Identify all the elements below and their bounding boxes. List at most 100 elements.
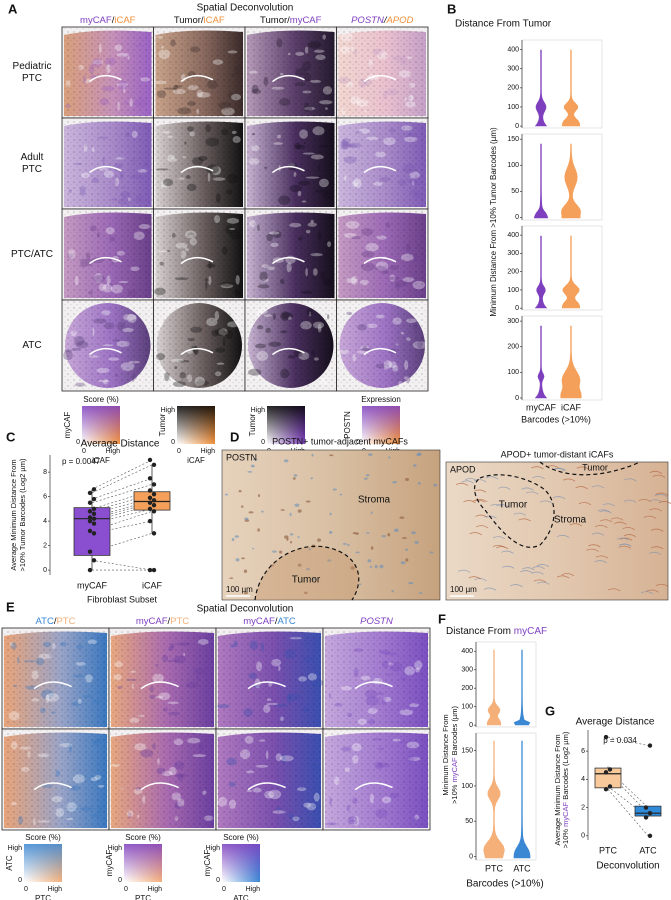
y-tick-label: 0: [469, 853, 473, 860]
point: [643, 805, 649, 810]
legend-y-label: Tumor: [158, 413, 167, 436]
nucleus: [365, 474, 370, 477]
fiber: [623, 499, 637, 503]
point: [147, 506, 153, 512]
violin: [534, 49, 548, 127]
nucleus: [413, 464, 417, 468]
point: [87, 509, 93, 514]
text-part: Average Minimum Distance From: [553, 734, 562, 845]
fiber: [610, 517, 624, 521]
legend-gradient: [82, 406, 120, 444]
tissue-crack: [363, 256, 397, 265]
point: [151, 509, 157, 514]
y-axis-title: >10% myCAF Barcodes (µm): [450, 706, 459, 804]
y-tick-label: 100: [507, 369, 519, 376]
fiber: [510, 584, 523, 588]
nucleus: [433, 483, 438, 487]
text-part: /: [168, 616, 171, 627]
text-part: myCAF: [290, 15, 322, 26]
nucleus: [328, 530, 333, 534]
text-part: myCAF: [450, 757, 459, 782]
point: [643, 815, 649, 820]
fiber: [646, 589, 659, 593]
nucleus: [284, 535, 289, 539]
fiber: [455, 482, 469, 486]
fiber: [531, 571, 544, 575]
panel-title: Spatial Deconvolution: [197, 604, 294, 615]
legend-gradient: [177, 406, 215, 444]
y-tick-label: 200: [507, 85, 519, 92]
fiber: [652, 474, 666, 478]
panel-label: G: [545, 703, 555, 718]
y-tick-label: 300: [507, 250, 519, 257]
fiber: [595, 524, 608, 528]
nucleus: [311, 453, 314, 457]
violin: [513, 649, 531, 726]
nucleus: [224, 493, 229, 496]
nucleus: [401, 537, 407, 539]
point: [91, 558, 97, 563]
nucleus: [244, 517, 249, 521]
legend-title: Score (%): [223, 833, 259, 842]
point: [87, 515, 93, 520]
nucleus: [310, 477, 313, 480]
legend-title: Expression: [361, 395, 401, 404]
tissue-grain: [246, 119, 336, 208]
tumor-outline: [539, 461, 641, 476]
y-tick-label: 300: [461, 667, 473, 674]
stain-label: POSTN: [226, 452, 257, 462]
stain-label: APOD: [450, 464, 476, 474]
column-header: Tumor/myCAF: [260, 15, 322, 26]
y-tick-label: 6: [581, 748, 585, 755]
tissue-crack: [363, 165, 397, 174]
legend-title: Score (%): [83, 395, 119, 404]
panel-label: F: [438, 611, 446, 626]
nucleus: [252, 547, 255, 550]
legend-x-label: iCAF: [92, 456, 110, 465]
panel-title: Distance From myCAF: [446, 626, 547, 637]
nucleus: [417, 481, 421, 485]
plot-frame: [475, 641, 537, 728]
y-tick-label: 400: [507, 46, 519, 53]
text-part: myCAF: [243, 616, 275, 627]
y-axis-title: Average Minimum Distance From: [553, 734, 562, 845]
tissue-grain: [246, 28, 336, 117]
text-part: Tumor/: [174, 15, 204, 26]
fiber: [532, 476, 545, 480]
point: [151, 491, 157, 497]
legend-low: 0: [118, 877, 122, 884]
text-part: POSTN: [351, 15, 384, 26]
tissue-grain: [63, 28, 153, 117]
panel-label: C: [6, 429, 16, 444]
legend-high: High: [108, 845, 123, 852]
legend-high: High: [48, 886, 63, 893]
fiber: [591, 532, 605, 536]
row-label: ATC: [22, 340, 41, 351]
fiber: [473, 489, 487, 493]
fiber: [578, 502, 592, 506]
fiber: [526, 491, 539, 495]
nucleus: [355, 551, 360, 554]
y-axis-title: >10% myCAF Barcodes (Log2 µm): [561, 731, 570, 848]
nucleus: [392, 481, 397, 484]
image-title: POSTN+ tumor-adjacent myCAFs: [272, 436, 408, 446]
fiber: [618, 545, 631, 549]
region-label: Stroma: [358, 495, 391, 506]
point: [647, 833, 653, 838]
violin: [560, 325, 582, 399]
tissue-grain: [217, 629, 322, 728]
y-tick-label: 8: [43, 469, 47, 476]
legend-low: 0: [76, 439, 80, 446]
nucleus: [279, 550, 283, 554]
nucleus: [252, 458, 258, 461]
nucleus: [339, 493, 343, 496]
y-tick-label: 100: [507, 287, 519, 294]
legend-low: 0: [222, 886, 226, 893]
text-part: /: [383, 15, 388, 26]
legend-low: 0: [177, 448, 181, 455]
y-tick-label: 6: [43, 493, 47, 500]
nucleus: [308, 548, 312, 551]
tissue-grain: [154, 119, 244, 208]
violin: [561, 49, 581, 127]
tissue-grain: [110, 730, 215, 829]
